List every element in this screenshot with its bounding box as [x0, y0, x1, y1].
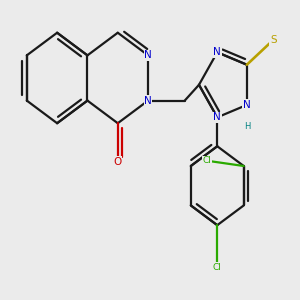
Text: N: N — [243, 100, 251, 110]
Text: N: N — [144, 96, 152, 106]
Text: N: N — [213, 112, 221, 122]
Text: Cl: Cl — [213, 263, 222, 272]
Text: Cl: Cl — [202, 156, 211, 165]
Text: N: N — [213, 47, 221, 57]
Text: N: N — [144, 50, 152, 60]
Text: H: H — [244, 122, 250, 131]
Text: O: O — [114, 157, 122, 167]
Text: S: S — [270, 35, 277, 45]
